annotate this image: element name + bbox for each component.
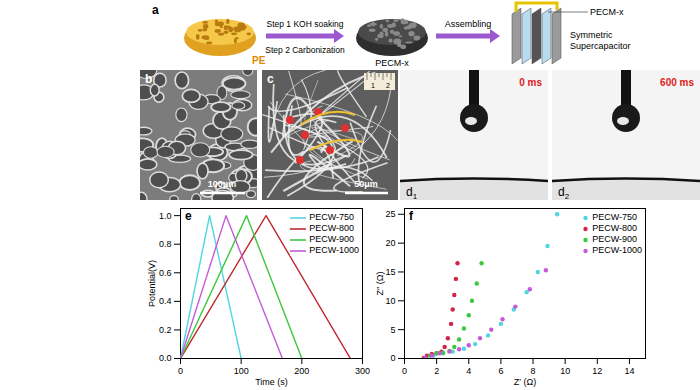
svg-text:PE: PE [252,55,266,66]
svg-text:0 ms: 0 ms [519,77,542,88]
svg-text:b: b [145,72,152,86]
svg-text:14: 14 [624,366,634,376]
svg-text:25: 25 [385,209,395,219]
svg-text:15: 15 [385,267,395,277]
svg-text:2: 2 [434,366,439,376]
svg-text:20: 20 [385,238,395,248]
svg-text:1.0: 1.0 [159,211,172,221]
svg-text:0.0: 0.0 [159,353,172,363]
svg-text:200: 200 [294,366,309,376]
html-text:PECW-1000: PECW-1000 [592,245,642,255]
svg-text:SymmetricSupercapacitor: SymmetricSupercapacitor [570,30,631,51]
html-text:PECW-900: PECW-900 [309,234,354,244]
svg-text:10: 10 [560,366,570,376]
svg-text:0.4: 0.4 [159,296,172,306]
svg-text:10: 10 [385,296,395,306]
svg-text:600 ms: 600 ms [660,77,694,88]
html-text:PECW-900: PECW-900 [592,234,637,244]
svg-text:2: 2 [386,82,390,89]
html-text:PECW-800: PECW-800 [592,223,637,233]
svg-text:5: 5 [390,325,395,335]
svg-text:Step 1 KOH soaking: Step 1 KOH soaking [266,19,343,29]
svg-text:d2: d2 [558,185,570,200]
svg-text:PECM-x: PECM-x [375,58,409,68]
svg-text:0: 0 [402,366,407,376]
html-text:PECW-800: PECW-800 [309,223,354,233]
svg-text:Z′ (Ω): Z′ (Ω) [514,377,536,387]
html-text:f: f [409,209,413,223]
svg-text:0.8: 0.8 [159,239,172,249]
svg-text:100μm: 100μm [208,179,237,189]
html-text:PECW-750: PECW-750 [592,212,637,222]
svg-text:6: 6 [498,366,503,376]
svg-text:Z″ (Ω): Z″ (Ω) [375,272,385,296]
html-text:PECW-1000: PECW-1000 [309,245,359,255]
svg-text:12: 12 [592,366,602,376]
svg-text:1: 1 [371,82,375,89]
svg-text:100: 100 [234,366,249,376]
svg-text:8: 8 [531,366,536,376]
svg-text:50μm: 50μm [354,179,378,189]
svg-text:300: 300 [355,366,370,376]
html-text:e: e [185,209,192,223]
svg-text:PECM-x: PECM-x [590,7,624,17]
html-text:PECW-750: PECW-750 [309,212,354,222]
svg-text:4: 4 [466,366,471,376]
svg-text:0.2: 0.2 [159,325,172,335]
svg-text:c: c [267,72,274,86]
svg-text:0: 0 [390,353,395,363]
svg-text:Time (s): Time (s) [255,377,288,387]
svg-text:0.6: 0.6 [159,268,172,278]
svg-text:Assembling: Assembling [445,19,492,29]
svg-text:Step 2 Carbonization: Step 2 Carbonization [265,45,345,55]
svg-text:Potential(V): Potential(V) [147,260,157,307]
svg-text:0: 0 [178,366,183,376]
svg-text:a: a [152,3,159,17]
svg-text:d1: d1 [406,185,418,200]
